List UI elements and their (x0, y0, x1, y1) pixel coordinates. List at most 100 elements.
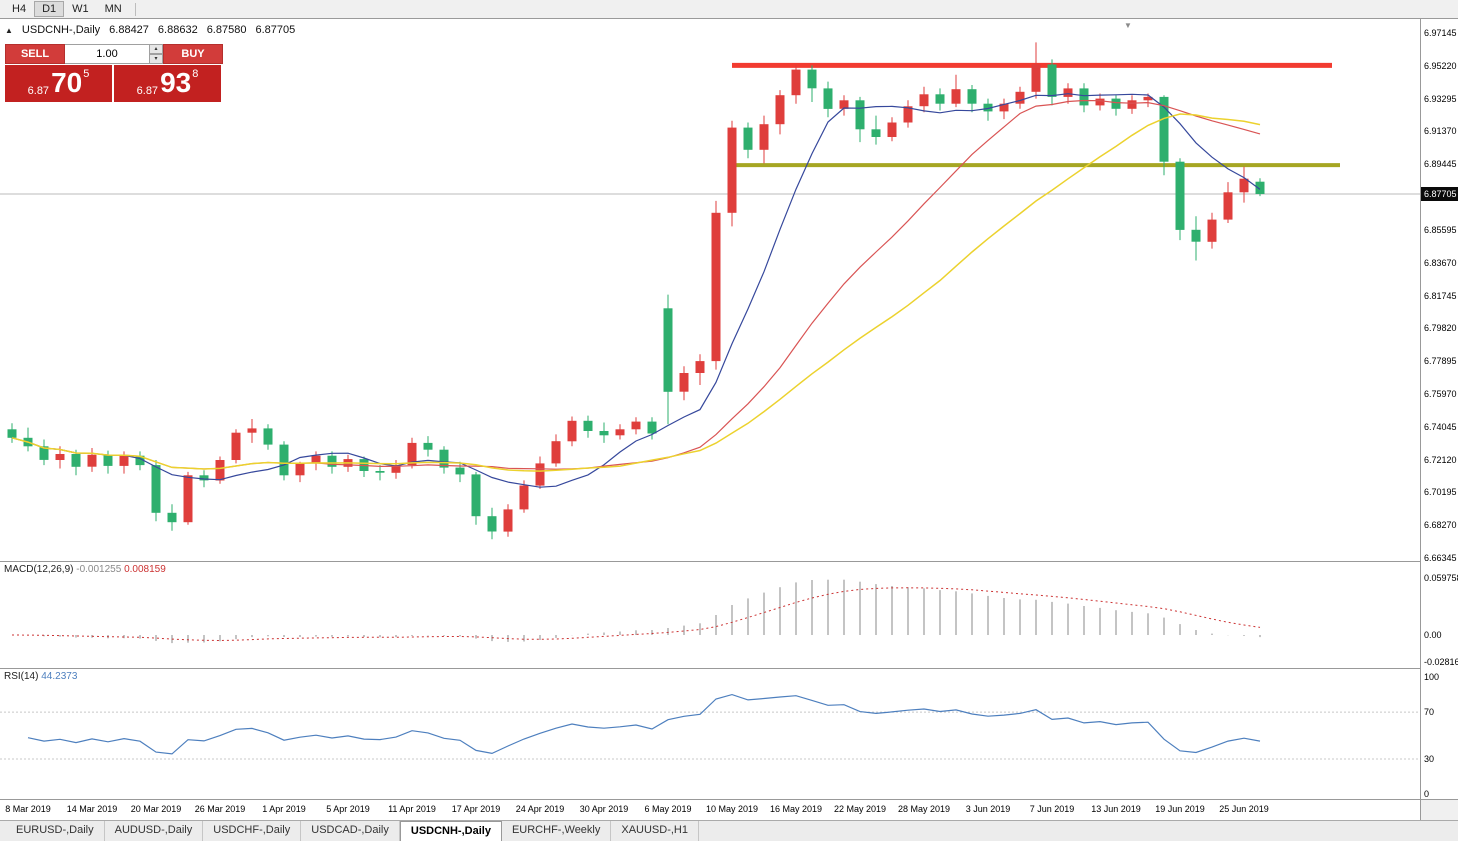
ohlc-info: ▲ USDCNH-,Daily 6.88427 6.88632 6.87580 … (5, 24, 295, 36)
macd-scale-label: -0.02816 (1424, 657, 1458, 667)
collapse-trade-panel-icon[interactable]: ▲ (5, 25, 13, 35)
macd-panel: MACD(12,26,9) -0.001255 0.008159 (0, 561, 1420, 668)
timeframe-button-mn[interactable]: MN (104, 3, 122, 15)
chart-tab-usdcnh-daily[interactable]: USDCNH-,Daily (399, 821, 502, 841)
time-axis-label: 1 Apr 2019 (262, 804, 306, 814)
time-axis-label: 7 Jun 2019 (1029, 804, 1075, 814)
volume-field: ▴ ▾ (65, 44, 163, 64)
time-axis-label: 16 May 2019 (769, 804, 823, 814)
price-scale-label: 6.85595 (1424, 225, 1457, 235)
macd-main-value: -0.001255 (76, 564, 122, 575)
ohlc-close: 6.87705 (255, 24, 296, 36)
rsi-canvas[interactable] (0, 669, 1420, 799)
time-axis-label: 11 Apr 2019 (388, 804, 436, 814)
time-axis-label: 10 May 2019 (705, 804, 759, 814)
price-axis[interactable]: 6.97145 6.95220 6.93295 6.91370 6.89445 6.855… (1420, 19, 1458, 799)
price-scale-label: 6.93295 (1424, 94, 1457, 104)
price-scale-label: 6.91370 (1424, 126, 1457, 136)
macd-title: MACD(12,26,9) (4, 564, 74, 575)
time-axis-label: 24 Apr 2019 (515, 804, 565, 814)
time-axis-label: 22 May 2019 (833, 804, 887, 814)
bid-price-pips: 70 (51, 67, 83, 98)
timeframe-button-d1[interactable]: D1 (34, 1, 65, 17)
time-axis-label: 28 May 2019 (897, 804, 951, 814)
chart-tab-xauusd-h1[interactable]: XAUUSD-,H1 (611, 821, 699, 841)
time-axis-label: 3 Jun 2019 (965, 804, 1011, 814)
ask-price-point: 8 (192, 68, 199, 80)
chart-tab-eurusd-daily[interactable]: EURUSD-,Daily (6, 821, 105, 841)
price-scale-label: 6.97145 (1424, 28, 1457, 38)
time-axis-label: 14 Mar 2019 (66, 804, 118, 814)
price-scale-label: 6.75970 (1424, 389, 1457, 399)
chart-tab-bar: EURUSD-,Daily AUDUSD-,Daily USDCHF-,Daily U… (0, 820, 1458, 841)
volume-down-button[interactable]: ▾ (149, 54, 163, 64)
chart-shift-marker[interactable]: ▼ (1124, 21, 1132, 30)
chart-tab-audusd-daily[interactable]: AUDUSD-,Daily (105, 821, 204, 841)
buy-price-display[interactable]: 6.87 93 8 (114, 65, 221, 102)
current-price-tag: 6.87705 (1421, 187, 1458, 201)
price-scale-label: 6.81745 (1424, 291, 1457, 301)
time-axis-label: 26 Mar 2019 (194, 804, 246, 814)
ask-price-base: 6.87 (136, 85, 159, 97)
chart-tab-usdchf-daily[interactable]: USDCHF-,Daily (203, 821, 302, 841)
spinner-down-icon: ▾ (154, 55, 158, 62)
rsi-value: 44.2373 (41, 671, 78, 682)
price-scale-label: 6.70195 (1424, 487, 1457, 497)
ohlc-low: 6.87580 (206, 24, 247, 36)
volume-input[interactable] (65, 44, 149, 64)
bid-price-base: 6.87 (27, 85, 50, 97)
chart-tab-eurchf-weekly[interactable]: EURCHF-,Weekly (502, 821, 612, 841)
spinner-up-icon: ▴ (154, 45, 158, 52)
chart-panel: ▼ ▲ USDCNH-,Daily 6.88427 6.88632 6.8758… (0, 19, 1420, 561)
price-scale-label: 6.74045 (1424, 422, 1457, 432)
rsi-scale-label: 0 (1424, 789, 1430, 799)
chart-symbol-label: USDCNH-,Daily (21, 24, 101, 36)
time-axis-label: 25 Jun 2019 (1219, 804, 1269, 814)
price-scale-label: 6.66345 (1424, 553, 1457, 563)
time-axis-label: 30 Apr 2019 (579, 804, 629, 814)
rsi-title: RSI(14) (4, 671, 39, 682)
rsi-scale-label: 70 (1424, 707, 1435, 717)
bid-price-point: 5 (83, 68, 90, 80)
timeframe-button-w1[interactable]: W1 (72, 3, 89, 15)
macd-canvas[interactable] (0, 562, 1420, 668)
timeframe-button-h4[interactable]: H4 (12, 3, 27, 15)
ohlc-open: 6.88427 (109, 24, 149, 36)
time-axis-label: 19 Jun 2019 (1155, 804, 1205, 814)
price-scale-label: 6.77895 (1424, 356, 1457, 366)
buy-button[interactable]: BUY (163, 44, 223, 64)
rsi-scale-label: 30 (1424, 754, 1435, 764)
main-chart-canvas[interactable] (0, 19, 1420, 561)
axis-corner (1420, 799, 1458, 820)
rsi-label: RSI(14) 44.2373 (4, 671, 77, 682)
timeframe-toolbar: H4 D1 W1 MN (0, 0, 1458, 19)
ohlc-high: 6.88632 (157, 24, 198, 36)
price-scale-label: 6.83670 (1424, 258, 1457, 268)
sell-price-display[interactable]: 6.87 70 5 (5, 65, 112, 102)
time-axis-label: 6 May 2019 (644, 804, 692, 814)
price-scale-label: 6.72120 (1424, 455, 1457, 465)
macd-signal-value: 0.008159 (124, 564, 166, 575)
volume-up-button[interactable]: ▴ (149, 44, 163, 54)
time-axis-label: 13 Jun 2019 (1091, 804, 1141, 814)
toolbar-divider (134, 2, 136, 16)
volume-spinner: ▴ ▾ (149, 44, 163, 64)
price-scale-label: 6.68270 (1424, 520, 1457, 530)
price-scale-label: 6.95220 (1424, 61, 1457, 71)
price-scale-label: 6.79820 (1424, 323, 1457, 333)
time-axis-label: 5 Apr 2019 (326, 804, 370, 814)
time-axis-label: 20 Mar 2019 (130, 804, 182, 814)
rsi-scale-label: 100 (1424, 672, 1440, 682)
time-axis-label: 17 Apr 2019 (451, 804, 501, 814)
macd-label: MACD(12,26,9) -0.001255 0.008159 (4, 564, 166, 575)
time-axis[interactable]: 8 Mar 2019 14 Mar 2019 20 Mar 2019 26 Mar 2… (0, 799, 1420, 820)
macd-scale-label: 0.059758 (1424, 573, 1458, 583)
sell-button[interactable]: SELL (5, 44, 65, 64)
price-scale-label: 6.89445 (1424, 159, 1457, 169)
ask-price-pips: 93 (160, 67, 192, 98)
macd-scale-label: 0.00 (1424, 630, 1442, 640)
time-axis-label: 8 Mar 2019 (5, 804, 51, 814)
chart-tab-usdcad-daily[interactable]: USDCAD-,Daily (301, 821, 400, 841)
